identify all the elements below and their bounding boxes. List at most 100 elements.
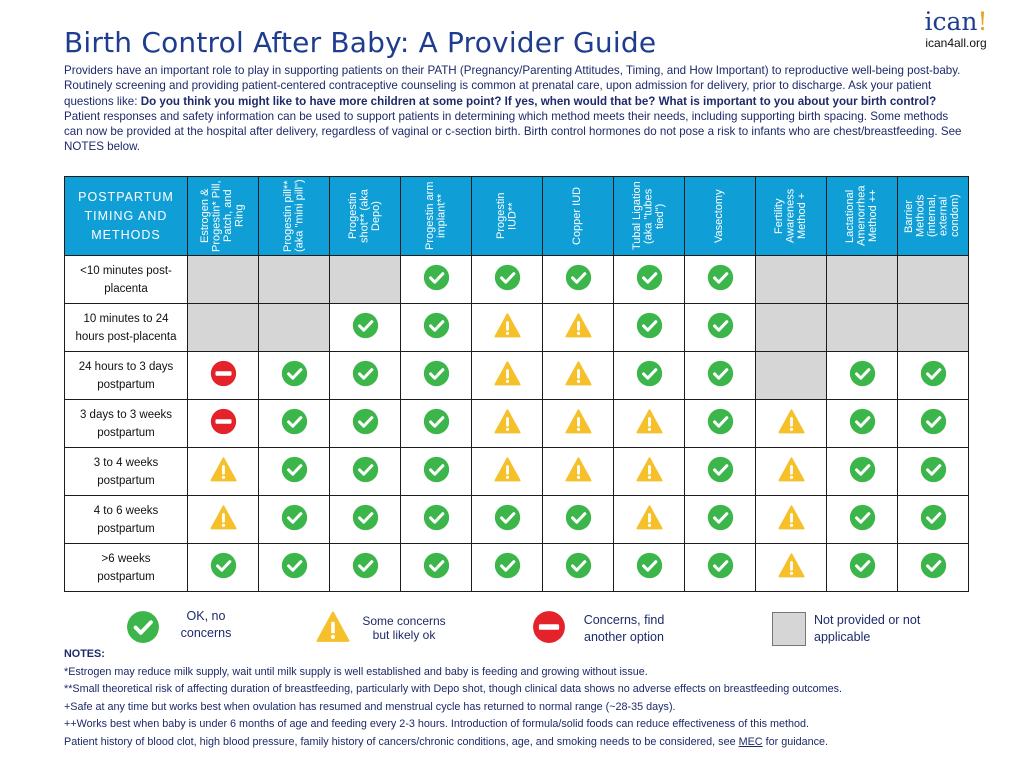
check-circle-icon <box>352 552 379 584</box>
warning-triangle-icon <box>777 504 805 536</box>
check-circle-icon <box>920 408 947 440</box>
warning-triangle-icon <box>777 552 805 584</box>
check-circle-icon <box>494 504 521 536</box>
row-label: 10 minutes to 24 hours post-placenta <box>64 303 188 352</box>
check-circle-icon <box>423 264 450 296</box>
table-cell <box>826 543 898 592</box>
table-cell <box>471 303 543 352</box>
table-cell <box>471 351 543 400</box>
legend-stop-label: Concerns, find another option <box>583 613 665 644</box>
check-circle-icon <box>352 408 379 440</box>
method-header: Barrier Methods (internal, external cond… <box>897 176 969 256</box>
table-cell <box>471 495 543 544</box>
table-cell <box>826 495 898 544</box>
table-cell <box>613 255 685 304</box>
check-circle-icon <box>707 360 734 392</box>
table-cell <box>684 399 756 448</box>
notes-section: NOTES: *Estrogen may reduce milk supply,… <box>64 646 984 752</box>
do-not-enter-icon <box>210 360 237 392</box>
check-circle-icon <box>494 264 521 296</box>
table-cell <box>897 351 969 400</box>
logo-url[interactable]: ican4all.org <box>925 36 987 50</box>
table-cell <box>542 447 614 496</box>
table-cell <box>684 303 756 352</box>
table-cell <box>755 543 827 592</box>
check-circle-icon <box>849 552 876 584</box>
note-estrogen: *Estrogen may reduce milk supply, wait u… <box>64 665 648 678</box>
table-cell <box>471 255 543 304</box>
row-label: >6 weeks postpartum <box>64 543 188 592</box>
table-cell <box>187 399 259 448</box>
table-cell <box>826 399 898 448</box>
check-circle-icon <box>352 456 379 488</box>
not-applicable-cell <box>258 303 330 352</box>
method-header-label: Tubal Ligation (aka "tubes tied") <box>630 181 666 251</box>
table-cell <box>329 399 401 448</box>
check-circle-icon <box>565 504 592 536</box>
check-circle-icon <box>707 408 734 440</box>
table-row: >6 weeks postpartum <box>64 543 969 592</box>
check-circle-icon <box>423 360 450 392</box>
table-cell <box>258 543 330 592</box>
method-header-label: Estrogen & Progestin* Pill, Patch, and R… <box>199 180 246 252</box>
check-circle-icon <box>565 264 592 296</box>
note-progestin: **Small theoretical risk of affecting du… <box>64 683 843 696</box>
legend: OK, no concerns Some concerns but likely o… <box>0 608 1024 648</box>
check-circle-icon <box>352 360 379 392</box>
table-cell <box>542 543 614 592</box>
check-circle-icon <box>423 312 450 344</box>
table-cell <box>258 495 330 544</box>
row-label: 3 to 4 weeks postpartum <box>64 447 188 496</box>
not-applicable-cell <box>897 303 969 352</box>
table-cell <box>187 495 259 544</box>
table-cell <box>329 543 401 592</box>
intro-questions: Do you think you might like to have more… <box>140 94 937 108</box>
method-header: Progestin shot** (aka Depo) <box>329 176 401 256</box>
table-cell <box>755 495 827 544</box>
method-header-label: Vasectomy <box>713 189 726 243</box>
method-header: Progestin arm implant** <box>400 176 472 256</box>
table-cell <box>897 495 969 544</box>
row-label: <10 minutes post-placenta <box>64 255 188 304</box>
check-circle-icon <box>636 552 663 584</box>
method-header-label: Fertility Awareness Method + <box>772 188 808 244</box>
ican-logo[interactable]: ican! ican4all.org <box>916 8 996 51</box>
check-circle-icon <box>636 312 663 344</box>
not-applicable-cell <box>826 303 898 352</box>
warning-triangle-icon <box>493 312 521 344</box>
check-circle-icon <box>920 552 947 584</box>
method-header: Fertility Awareness Method + <box>755 176 827 256</box>
method-header: Copper IUD <box>542 176 614 256</box>
check-circle-icon <box>281 360 308 392</box>
table-cell <box>471 399 543 448</box>
mec-link[interactable]: MEC <box>738 735 763 748</box>
check-circle-icon <box>707 312 734 344</box>
table-cell <box>684 255 756 304</box>
check-circle-icon <box>920 360 947 392</box>
warning-triangle-icon <box>209 456 237 488</box>
warning-triangle-icon <box>493 408 521 440</box>
check-circle-icon <box>636 264 663 296</box>
table-cell <box>400 447 472 496</box>
not-applicable-cell <box>897 255 969 304</box>
check-circle-icon <box>281 504 308 536</box>
check-circle-icon <box>352 312 379 344</box>
row-label: 4 to 6 weeks postpartum <box>64 495 188 544</box>
table-cell <box>400 495 472 544</box>
check-circle-icon <box>352 504 379 536</box>
method-header: Vasectomy <box>684 176 756 256</box>
not-applicable-cell <box>755 255 827 304</box>
check-circle-icon <box>707 504 734 536</box>
method-header-label: Barrier Methods (internal, external cond… <box>903 194 962 238</box>
table-cell <box>755 399 827 448</box>
not-applicable-cell <box>258 255 330 304</box>
warning-triangle-icon <box>564 360 592 392</box>
table-cell <box>897 447 969 496</box>
table-cell <box>897 399 969 448</box>
table-cell <box>542 303 614 352</box>
not-applicable-cell <box>187 255 259 304</box>
warning-triangle-icon <box>777 456 805 488</box>
check-circle-icon <box>281 408 308 440</box>
table-cell <box>329 303 401 352</box>
warning-triangle-icon <box>209 504 237 536</box>
